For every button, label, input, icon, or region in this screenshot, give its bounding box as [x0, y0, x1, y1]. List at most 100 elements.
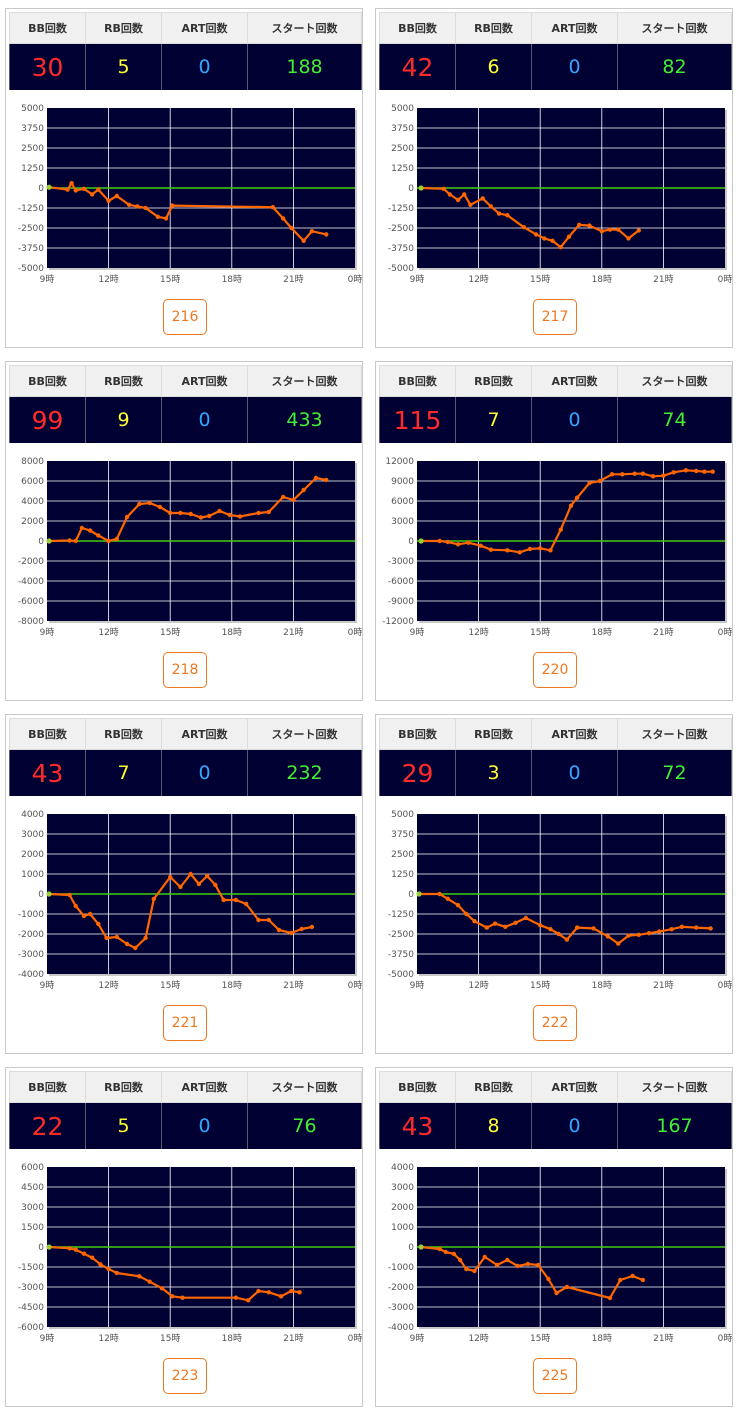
y-tick-label: 1250: [21, 164, 44, 174]
start-count: 74: [617, 396, 732, 443]
machine-card: BB回数 RB回数 ART回数 スタート回数 99 9 0 433 8000 6000 4000 20…: [5, 361, 363, 701]
art-header: ART回数: [161, 12, 248, 44]
stats-table: BB回数 RB回数 ART回数 スタート回数 42 6 0 82: [379, 12, 732, 90]
data-point: [496, 211, 502, 216]
y-tick-label: -5000: [388, 970, 414, 980]
x-tick-label: 18時: [592, 1333, 612, 1344]
y-tick-label: 0: [408, 537, 414, 547]
x-tick-label: 18時: [222, 274, 242, 285]
data-point: [178, 510, 183, 516]
data-point: [515, 1263, 520, 1269]
y-tick-label: 6000: [391, 497, 414, 507]
y-tick-label: -3000: [388, 557, 414, 567]
machine-number-button[interactable]: 217: [533, 299, 577, 335]
machine-number-button[interactable]: 216: [163, 299, 207, 335]
y-tick-label: -4000: [18, 970, 44, 980]
data-point: [98, 1262, 103, 1267]
data-point: [445, 539, 450, 545]
x-tick-label: 9時: [40, 980, 55, 991]
y-tick-label: -3750: [388, 950, 414, 960]
data-point: [443, 1249, 448, 1255]
start-header: スタート回数: [617, 1071, 732, 1103]
data-point: [694, 468, 699, 474]
y-tick-label: 0: [38, 184, 44, 194]
y-tick-label: -4000: [18, 577, 44, 587]
machine-number-button[interactable]: 225: [533, 1358, 577, 1394]
data-point: [702, 469, 707, 474]
data-point: [564, 937, 570, 942]
data-point: [289, 1288, 294, 1294]
machine-number-button[interactable]: 223: [163, 1358, 207, 1394]
bb-count: 43: [379, 1102, 456, 1149]
data-point: [669, 927, 674, 932]
y-tick-label: 0: [38, 890, 44, 900]
data-point: [472, 919, 477, 924]
x-tick-label: 18時: [222, 980, 242, 991]
x-tick-label: 12時: [468, 274, 488, 285]
data-point: [124, 941, 130, 947]
x-tick-label: 15時: [530, 627, 550, 638]
y-tick-label: 3750: [391, 830, 414, 840]
data-point: [437, 891, 442, 897]
data-point: [143, 935, 148, 941]
data-point: [159, 1286, 165, 1291]
data-point: [418, 1244, 424, 1250]
machine-number-button[interactable]: 221: [163, 1005, 207, 1041]
bb-header: BB回数: [9, 1071, 86, 1103]
data-point: [246, 1298, 251, 1303]
data-point: [636, 228, 641, 233]
art-count: 0: [531, 1102, 618, 1149]
art-count: 0: [531, 396, 618, 443]
data-point: [137, 1274, 142, 1279]
machine-number-button[interactable]: 222: [533, 1005, 577, 1041]
data-point: [256, 510, 261, 516]
art-count: 0: [161, 396, 248, 443]
data-point: [618, 1277, 623, 1283]
bb-count: 42: [379, 43, 456, 90]
machine-card: BB回数 RB回数 ART回数 スタート回数 42 6 0 82 5000 3750 2500 125…: [375, 8, 733, 348]
data-point: [568, 503, 574, 508]
data-point: [237, 514, 243, 519]
data-point: [632, 471, 637, 476]
data-point: [126, 202, 132, 207]
data-point: [46, 891, 52, 897]
data-point: [106, 1266, 111, 1272]
data-point: [616, 941, 621, 946]
x-tick-label: 21時: [653, 274, 673, 285]
data-point: [455, 542, 461, 547]
x-tick-label: 21時: [283, 980, 303, 991]
data-point: [441, 186, 446, 191]
data-point: [163, 216, 169, 221]
data-point: [418, 185, 424, 191]
data-point: [233, 897, 239, 903]
data-point: [457, 1257, 463, 1263]
machine-number-button[interactable]: 220: [533, 652, 577, 688]
y-tick-label: -3000: [18, 950, 44, 960]
x-tick-label: 0時: [718, 627, 732, 638]
data-point: [527, 546, 533, 552]
data-point: [445, 896, 450, 901]
start-header: スタート回数: [617, 365, 732, 397]
data-point: [464, 1266, 469, 1272]
data-point: [46, 1244, 52, 1250]
data-point: [538, 546, 543, 551]
bb-header: BB回数: [379, 718, 456, 750]
y-tick-label: 2000: [391, 1203, 414, 1213]
data-point: [309, 229, 315, 234]
machine-number-button[interactable]: 218: [163, 652, 207, 688]
y-tick-label: -6000: [388, 577, 414, 587]
rb-header: RB回数: [455, 718, 532, 750]
data-point: [455, 197, 461, 203]
data-point: [266, 917, 271, 923]
data-point: [73, 903, 78, 909]
x-tick-label: 0時: [718, 1333, 732, 1344]
x-tick-label: 15時: [530, 980, 550, 991]
machine-card: BB回数 RB回数 ART回数 スタート回数 29 3 0 72 5000 3750 2500 125…: [375, 714, 733, 1054]
y-tick-label: 1000: [21, 870, 44, 880]
rb-count: 8: [455, 1102, 532, 1149]
y-tick-label: -3750: [18, 244, 44, 254]
y-tick-label: -2000: [388, 1283, 414, 1293]
x-tick-label: 15時: [160, 980, 180, 991]
data-point: [488, 547, 494, 552]
